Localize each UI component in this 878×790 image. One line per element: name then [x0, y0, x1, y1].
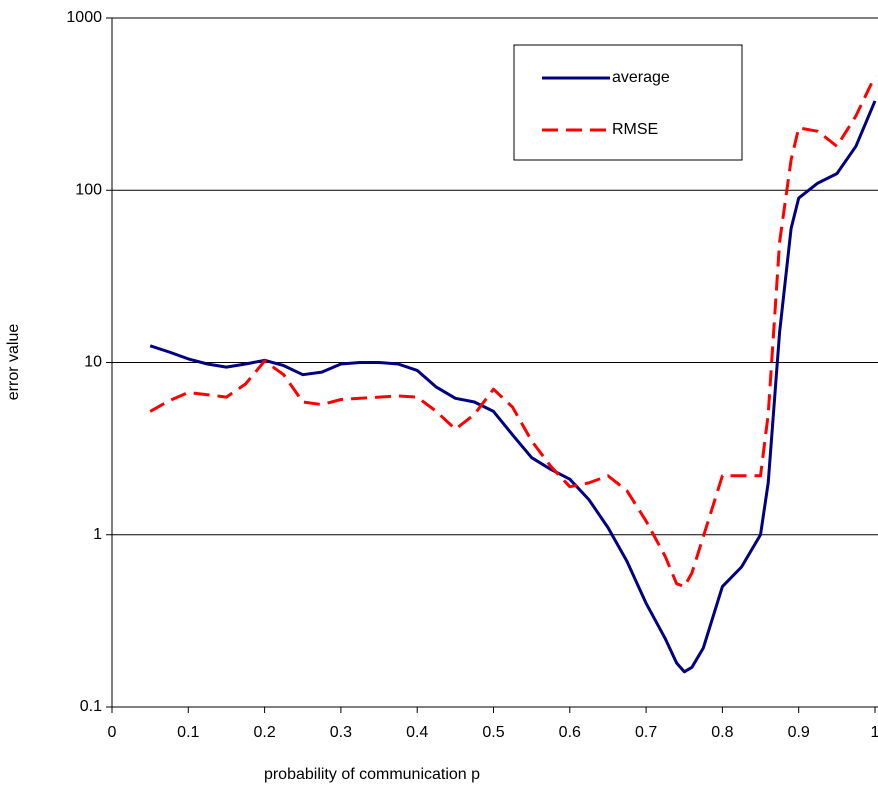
- y-tick-label: 10: [84, 354, 102, 371]
- y-tick-label: 0.1: [80, 698, 102, 715]
- x-tick-label: 0.4: [406, 724, 428, 741]
- series-line: [149, 75, 877, 589]
- x-tick-label: 0.9: [788, 724, 810, 741]
- y-tick-label: 100: [75, 181, 102, 198]
- legend-box: [513, 44, 743, 161]
- x-tick-label: 0.2: [253, 724, 275, 741]
- y-tick-label: 1: [93, 526, 102, 543]
- x-tick-label: 0: [108, 724, 117, 741]
- series-line: [149, 100, 877, 674]
- legend-label: RMSE: [612, 121, 658, 138]
- x-tick-label: 0.7: [635, 724, 657, 741]
- x-tick-label: 1: [871, 724, 878, 741]
- x-tick-label: 0.5: [482, 724, 504, 741]
- x-tick-label: 0.1: [177, 724, 199, 741]
- y-tick-label: 1000: [66, 9, 102, 26]
- x-tick-label: 0.3: [330, 724, 352, 741]
- y-axis-label: error value: [5, 324, 22, 401]
- x-axis-label: probability of communication p: [264, 766, 480, 783]
- x-tick-label: 0.8: [711, 724, 733, 741]
- legend-label: average: [612, 69, 670, 86]
- x-tick-label: 0.6: [559, 724, 581, 741]
